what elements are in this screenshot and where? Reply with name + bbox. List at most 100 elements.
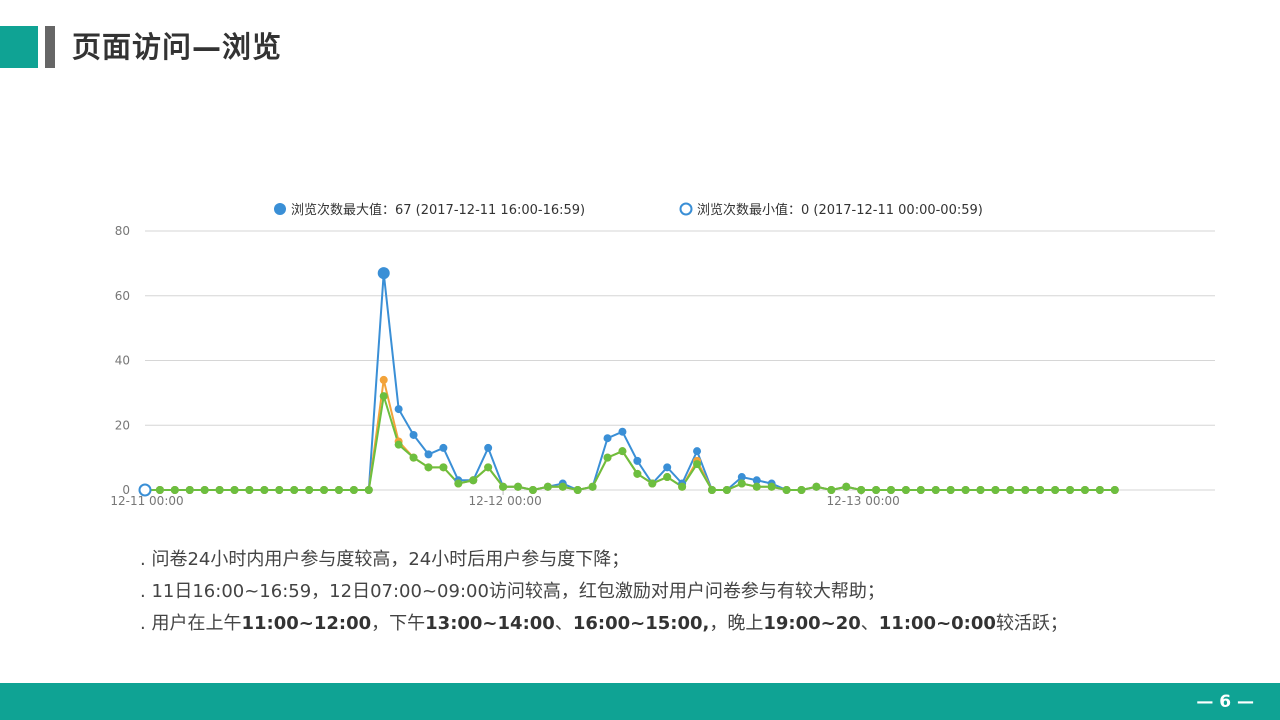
series-3-point bbox=[633, 469, 642, 478]
note-run: 11:00~0:00 bbox=[878, 613, 996, 634]
series-3-point bbox=[484, 463, 493, 472]
series-3-point bbox=[275, 486, 284, 494]
series-1-point bbox=[737, 473, 746, 482]
series-3-point bbox=[887, 486, 895, 494]
series-3-point bbox=[678, 482, 687, 491]
series-3-point bbox=[1110, 486, 1119, 494]
page-title: 页面访问—浏览 bbox=[72, 30, 283, 64]
series-3-point bbox=[916, 486, 925, 494]
series-1-point bbox=[693, 447, 702, 456]
x-tick-label: 12-11 00:00 bbox=[110, 494, 183, 508]
series-3-point bbox=[334, 486, 343, 494]
series-3-point bbox=[693, 460, 702, 469]
series-3-point bbox=[514, 482, 522, 491]
note-run: 、 bbox=[860, 613, 879, 634]
legend-min-marker bbox=[679, 202, 693, 216]
series-3-point bbox=[215, 486, 224, 494]
series-3-point bbox=[155, 486, 164, 494]
x-tick-label: 12-13 00:00 bbox=[827, 494, 900, 508]
series-3-point bbox=[170, 486, 179, 494]
note-run: 较活跃； bbox=[995, 613, 1068, 634]
note-run: . 用户在上午 bbox=[140, 613, 242, 634]
series-3-point bbox=[752, 482, 761, 491]
note-run: 、 bbox=[554, 613, 573, 634]
note-run: 13:00~14:00 bbox=[425, 613, 555, 634]
series-3-point bbox=[946, 486, 955, 494]
series-3-point bbox=[722, 486, 731, 494]
series-3-point bbox=[901, 486, 910, 494]
series-3-point bbox=[663, 473, 672, 482]
note-run: ，下午 bbox=[371, 613, 426, 634]
note-run: . 11日16:00~16:59，12日07:00~09:00访问较高，红包激励… bbox=[140, 581, 885, 602]
series-3-point bbox=[842, 482, 851, 491]
note-line-2: . 11日16:00~16:59，12日07:00~09:00访问较高，红包激励… bbox=[140, 578, 1068, 610]
series-3-point bbox=[364, 486, 373, 494]
series-3-point bbox=[857, 486, 866, 494]
series-3-point bbox=[558, 482, 567, 491]
series-3-point bbox=[931, 486, 940, 494]
series-1-point bbox=[484, 443, 493, 452]
notes: . 问卷24小时内用户参与度较高，24小时后用户参与度下降； . 11日16:0… bbox=[140, 546, 1068, 642]
series-3-point bbox=[290, 486, 299, 494]
series-3-point bbox=[424, 463, 433, 472]
note-run: 19:00~20 bbox=[763, 613, 861, 634]
x-tick-label: 12-12 00:00 bbox=[468, 494, 541, 508]
note-line-1: . 问卷24小时内用户参与度较高，24小时后用户参与度下降； bbox=[140, 546, 1068, 578]
series-3-point bbox=[528, 486, 537, 494]
note-run: 11:00~12:00 bbox=[241, 613, 372, 634]
line-chart: 0 20 40 60 80 12-11 00:00 12-12 00:00 12-13 00:… bbox=[110, 202, 1215, 508]
note-run: 16:00~15:00, bbox=[572, 613, 710, 634]
series-3-point bbox=[1066, 486, 1075, 494]
y-tick-label: 80 bbox=[115, 224, 130, 238]
series-3-point bbox=[543, 482, 552, 491]
series-3-point bbox=[394, 440, 403, 449]
series-2-point bbox=[379, 375, 388, 384]
legend-max-marker bbox=[274, 203, 286, 215]
title-accent-block bbox=[0, 26, 38, 68]
series-3-point bbox=[185, 486, 194, 494]
series-3-point bbox=[499, 482, 508, 491]
series-3-point bbox=[573, 486, 582, 494]
series-1-point bbox=[618, 427, 627, 436]
note-run: . 问卷24小时内用户参与度较高，24小时后用户参与度下降； bbox=[140, 549, 630, 570]
series-3-point bbox=[200, 486, 209, 494]
series-3-point bbox=[230, 486, 239, 494]
legend-min-label: 浏览次数最小值：0 (2017-12-11 00:00-00:59) bbox=[697, 202, 983, 218]
series-1-point bbox=[394, 405, 403, 414]
series-3-point bbox=[320, 486, 329, 494]
series-line-2 bbox=[145, 379, 1115, 492]
series-3-point bbox=[991, 486, 1000, 494]
note-line-3: . 用户在上午11:00~12:00，下午13:00~14:00、16:00~1… bbox=[140, 610, 1068, 642]
series-1-point bbox=[752, 476, 761, 485]
series-3-point bbox=[603, 453, 612, 462]
series-3-point bbox=[648, 479, 657, 488]
series-3-point bbox=[812, 482, 821, 491]
page-number: — 6 — bbox=[1196, 692, 1254, 712]
series-3-point bbox=[1080, 486, 1089, 494]
series-1-point bbox=[633, 456, 642, 465]
series-3-point bbox=[782, 486, 791, 494]
series-line-3 bbox=[145, 395, 1115, 492]
series-3-point bbox=[439, 463, 448, 472]
series-1-point bbox=[439, 443, 448, 452]
series-3-point bbox=[379, 392, 388, 401]
series-3-point bbox=[1036, 486, 1045, 494]
legend-max-label: 浏览次数最大值：67 (2017-12-11 16:00-16:59) bbox=[291, 202, 585, 218]
series-3-point bbox=[1006, 486, 1015, 494]
max-value-marker bbox=[377, 267, 390, 280]
series-3-point bbox=[707, 486, 716, 494]
series-3-point bbox=[961, 486, 970, 494]
series-3-point bbox=[409, 453, 418, 462]
series-3-point bbox=[305, 486, 314, 494]
note-run: ，晚上 bbox=[709, 613, 764, 634]
y-tick-label: 60 bbox=[115, 289, 130, 303]
series-3-point bbox=[827, 486, 836, 494]
series-3-point bbox=[976, 486, 985, 494]
series-3-point bbox=[349, 486, 358, 494]
series-3-point bbox=[618, 447, 627, 456]
series-line-1 bbox=[145, 272, 1115, 492]
series-3-point bbox=[737, 479, 746, 488]
series-1-point bbox=[409, 430, 418, 439]
series-1-point bbox=[603, 434, 612, 443]
series-3-point bbox=[260, 486, 269, 494]
